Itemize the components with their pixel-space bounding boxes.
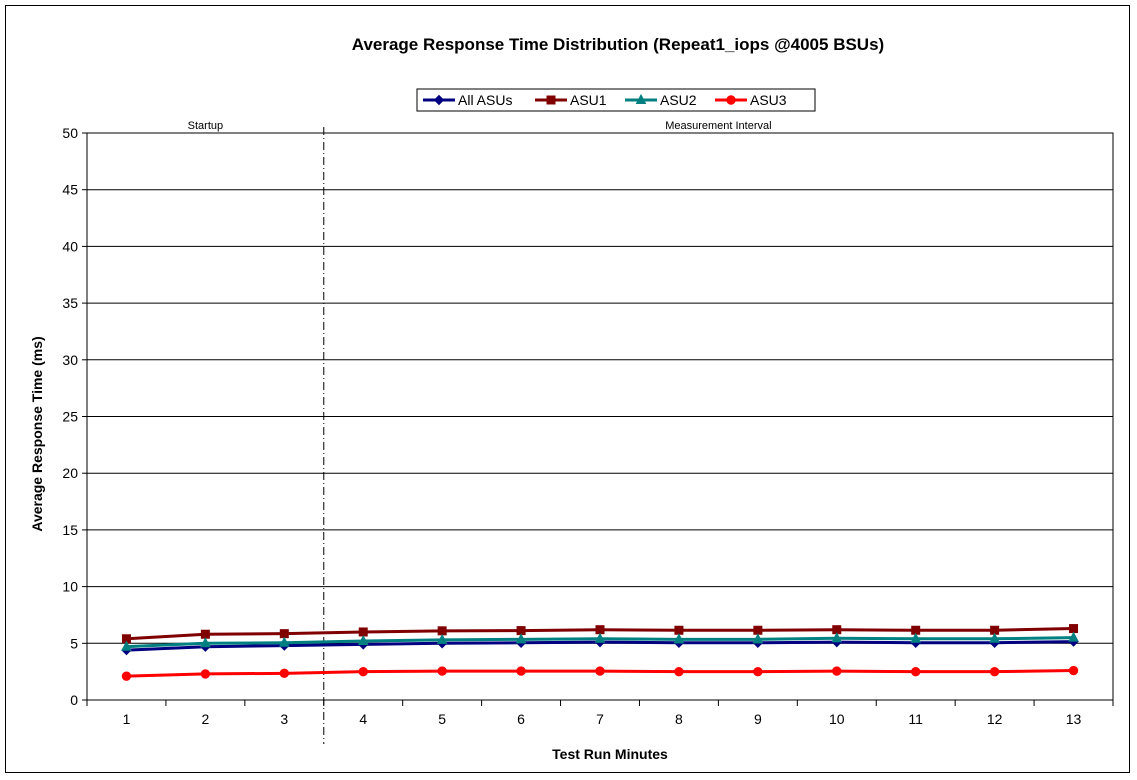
data-point-asu3: [358, 666, 368, 677]
data-point-asu2: [1068, 631, 1079, 642]
data-point-asu2: [515, 633, 527, 644]
y-tick-label: 10: [62, 579, 78, 595]
data-point-asu1: [200, 629, 210, 639]
legend-marker-all-asus: [433, 94, 445, 106]
data-point-asu3: [832, 666, 842, 676]
data-point-asu1: [753, 625, 763, 635]
y-tick-label: 40: [62, 238, 78, 254]
data-point-asu3: [437, 666, 447, 676]
data-point-asu2: [989, 632, 1000, 643]
data-point-asu3: [753, 666, 763, 677]
x-tick-label: 3: [280, 711, 288, 727]
y-tick-label: 45: [62, 182, 78, 198]
series-asu1: [121, 624, 1079, 644]
data-point-asu2: [436, 633, 448, 644]
x-tick-label: 2: [201, 711, 209, 727]
data-point-asu1: [674, 625, 684, 635]
y-tick-label: 20: [62, 465, 78, 481]
x-tick-label: 5: [438, 711, 446, 727]
chart-title: Average Response Time Distribution (Repe…: [352, 35, 884, 54]
legend-marker-asu3: [726, 95, 736, 105]
data-point-asu3: [674, 666, 684, 677]
data-point-asu2: [200, 637, 211, 648]
y-tick-label: 15: [62, 522, 78, 538]
data-point-asu2: [910, 632, 922, 643]
data-point-asu2: [594, 632, 606, 643]
y-tick-label: 35: [62, 295, 78, 311]
data-point-asu2: [673, 633, 685, 644]
measurement-interval-label: Measurement Interval: [665, 120, 771, 132]
y-tick-label: 50: [62, 125, 78, 141]
legend-box: [416, 88, 816, 112]
data-point-asu1: [279, 629, 289, 639]
data-point-asu1: [595, 625, 605, 635]
x-tick-label: 1: [123, 711, 131, 727]
x-tick-label: 11: [908, 711, 923, 727]
data-point-asu3: [516, 666, 526, 676]
legend-marker-asu2: [635, 93, 647, 104]
x-tick-label: 12: [987, 711, 1003, 727]
series-asu3: [121, 665, 1079, 681]
data-point-asu2: [831, 632, 843, 643]
data-point-asu1: [437, 626, 447, 636]
y-tick-label: 30: [62, 352, 78, 368]
chart-frame: Average Response Time Distribution (Repe…: [5, 5, 1130, 773]
data-point-asu1: [1069, 624, 1079, 634]
response-time-chart: Average Response Time Distribution (Repe…: [29, 35, 1114, 762]
plot-border: [86, 132, 1114, 701]
legend-marker-asu1: [546, 95, 556, 105]
x-tick-label: 8: [675, 711, 683, 727]
data-point-asu2: [752, 633, 764, 644]
legend-label-asu1: ASU1: [570, 92, 607, 108]
data-point-asu2: [278, 636, 290, 647]
y-tick-label: 25: [62, 409, 78, 425]
y-axis-label: Average Response Time (ms): [29, 336, 45, 531]
data-point-asu3: [595, 666, 605, 676]
y-tick-label: 5: [70, 635, 78, 651]
x-tick-label: 7: [596, 711, 604, 727]
legend-label-asu3: ASU3: [750, 92, 787, 108]
y-tick-label: 0: [70, 692, 78, 708]
data-point-asu3: [910, 666, 921, 677]
data-point-asu3: [121, 671, 132, 681]
x-tick-label: 4: [359, 711, 367, 727]
data-point-asu3: [200, 669, 211, 679]
data-point-asu1: [358, 627, 368, 637]
startup-label: Startup: [188, 120, 223, 132]
x-tick-label: 10: [829, 711, 845, 727]
data-point-asu2: [357, 634, 369, 646]
x-tick-label: 13: [1066, 711, 1082, 727]
data-point-asu3: [1068, 665, 1079, 676]
x-axis-label: Test Run Minutes: [552, 746, 668, 762]
x-tick-label: 6: [517, 711, 525, 727]
data-point-asu2: [121, 640, 132, 651]
legend-label-asu2: ASU2: [660, 92, 697, 108]
legend: All ASUs ASU1 ASU2 ASU3: [416, 88, 816, 112]
series-asu2: [121, 631, 1079, 651]
data-point-asu3: [279, 668, 290, 679]
data-point-asu3: [989, 666, 1000, 677]
x-tick-label: 9: [754, 711, 762, 727]
legend-label-all-asus: All ASUs: [458, 92, 512, 108]
